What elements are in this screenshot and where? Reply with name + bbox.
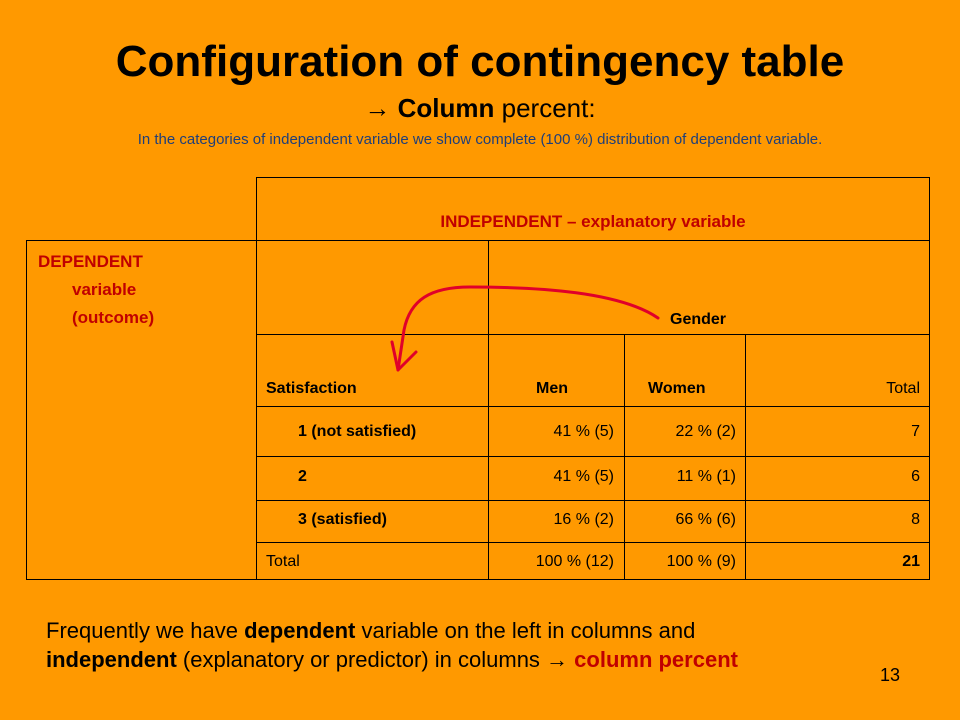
table-line (256, 177, 930, 178)
gender-label: Gender (670, 311, 727, 328)
table-line (256, 177, 257, 580)
table-line (26, 240, 27, 580)
bottom-text-highlight: column percent (574, 647, 738, 672)
cell-total: 6 (911, 468, 920, 485)
cell-women: 22 % (2) (675, 423, 736, 440)
cell-women: 11 % (1) (676, 468, 736, 485)
col-header-total: Total (886, 380, 920, 397)
cell-men: 16 % (2) (553, 511, 614, 528)
subtitle-rest: percent: (494, 93, 596, 123)
table-line (929, 177, 930, 580)
bottom-text: Frequently we have dependent variable on… (46, 616, 926, 674)
cell-women: 66 % (6) (675, 511, 736, 528)
bottom-line-2: independent (explanatory or predictor) i… (46, 645, 926, 674)
table-line (745, 334, 746, 580)
table-line (256, 500, 930, 501)
row-label: 2 (298, 468, 307, 485)
arrow-curve (396, 285, 660, 372)
total-women: 100 % (9) (666, 553, 736, 570)
bottom-text-bold: independent (46, 647, 177, 672)
table-line (256, 406, 930, 407)
col-header-women: Women (648, 380, 706, 397)
bottom-text-bold: dependent (244, 618, 356, 643)
subtitle-bold: Column (397, 93, 495, 123)
table-line (488, 240, 489, 580)
dependent-label-2: variable (72, 280, 137, 299)
row-label: 3 (satisfied) (298, 511, 387, 528)
bottom-text-part: (explanatory or predictor) in columns → (176, 647, 575, 672)
dependent-label-3: (outcome) (72, 308, 155, 327)
table-line (26, 240, 930, 241)
table-line (256, 456, 930, 457)
table-line (26, 579, 930, 580)
total-grand: 21 (902, 553, 920, 570)
total-men: 100 % (12) (535, 553, 614, 570)
bottom-text-part: Frequently we have (46, 618, 245, 643)
cell-total: 8 (911, 511, 920, 528)
cell-men: 41 % (5) (553, 468, 614, 485)
bottom-line-1: Frequently we have dependent variable on… (46, 616, 926, 645)
dependent-label-1: DEPENDENT (38, 252, 143, 271)
page-number: 13 (880, 665, 901, 685)
bottom-text-part: variable on the left in columns and (355, 618, 696, 643)
slide-subtitle: → Column percent: (0, 92, 960, 124)
subtitle-arrow: → (364, 93, 398, 123)
cell-men: 41 % (5) (553, 423, 614, 440)
cell-total: 7 (911, 423, 920, 440)
independent-header: INDEPENDENT – explanatory variable (440, 212, 746, 231)
total-row-label: Total (266, 553, 300, 570)
slide-title: Configuration of contingency table (115, 37, 845, 86)
col-header-satisfaction: Satisfaction (266, 380, 357, 397)
table-line (624, 334, 625, 580)
table-line (256, 334, 930, 335)
slide-caption: In the categories of independent variabl… (137, 131, 823, 148)
row-label: 1 (not satisfied) (298, 423, 417, 440)
arrow-head (390, 340, 418, 372)
table-line (256, 542, 930, 543)
col-header-men: Men (536, 380, 568, 397)
